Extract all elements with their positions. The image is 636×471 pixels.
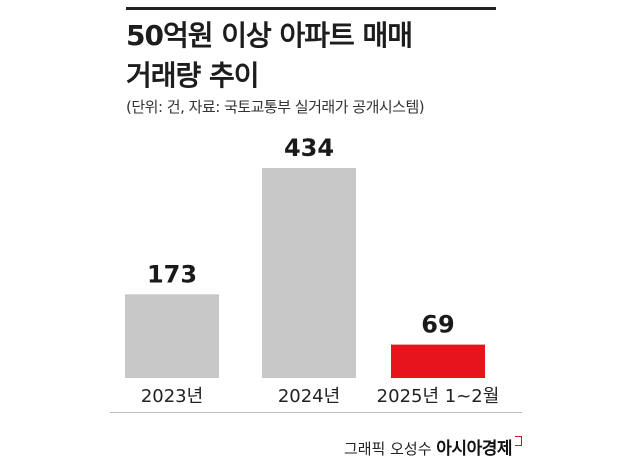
bottom-rule [110,412,522,413]
category-label-0: 2023년 [141,386,203,407]
chart-subtitle: (단위: 건, 자료: 국토교통부 실거래가 공개시스템) [126,98,425,116]
category-label-2: 2025년 1~2월 [377,386,500,407]
value-label-1: 434 [284,134,334,162]
chart-title-line-2: 거래량 추이 [126,59,260,92]
chart-title-line-1: 50억원 이상 아파트 매매 [126,19,413,52]
bar-1 [262,168,356,378]
bar-2 [391,344,485,378]
chart-title: 50억원 이상 아파트 매매 거래량 추이 [126,16,526,96]
credit: 그래픽 오성수 아시아경제 [344,434,522,459]
value-label-0: 173 [147,260,197,288]
credit-graphic: 그래픽 오성수 [343,440,432,458]
bar-0 [125,294,219,378]
category-label-1: 2024년 [278,386,340,407]
top-rule [126,7,496,10]
publisher-mark-icon [515,436,522,446]
value-label-2: 69 [421,311,454,339]
publisher-logo: 아시아경제 [436,439,512,459]
